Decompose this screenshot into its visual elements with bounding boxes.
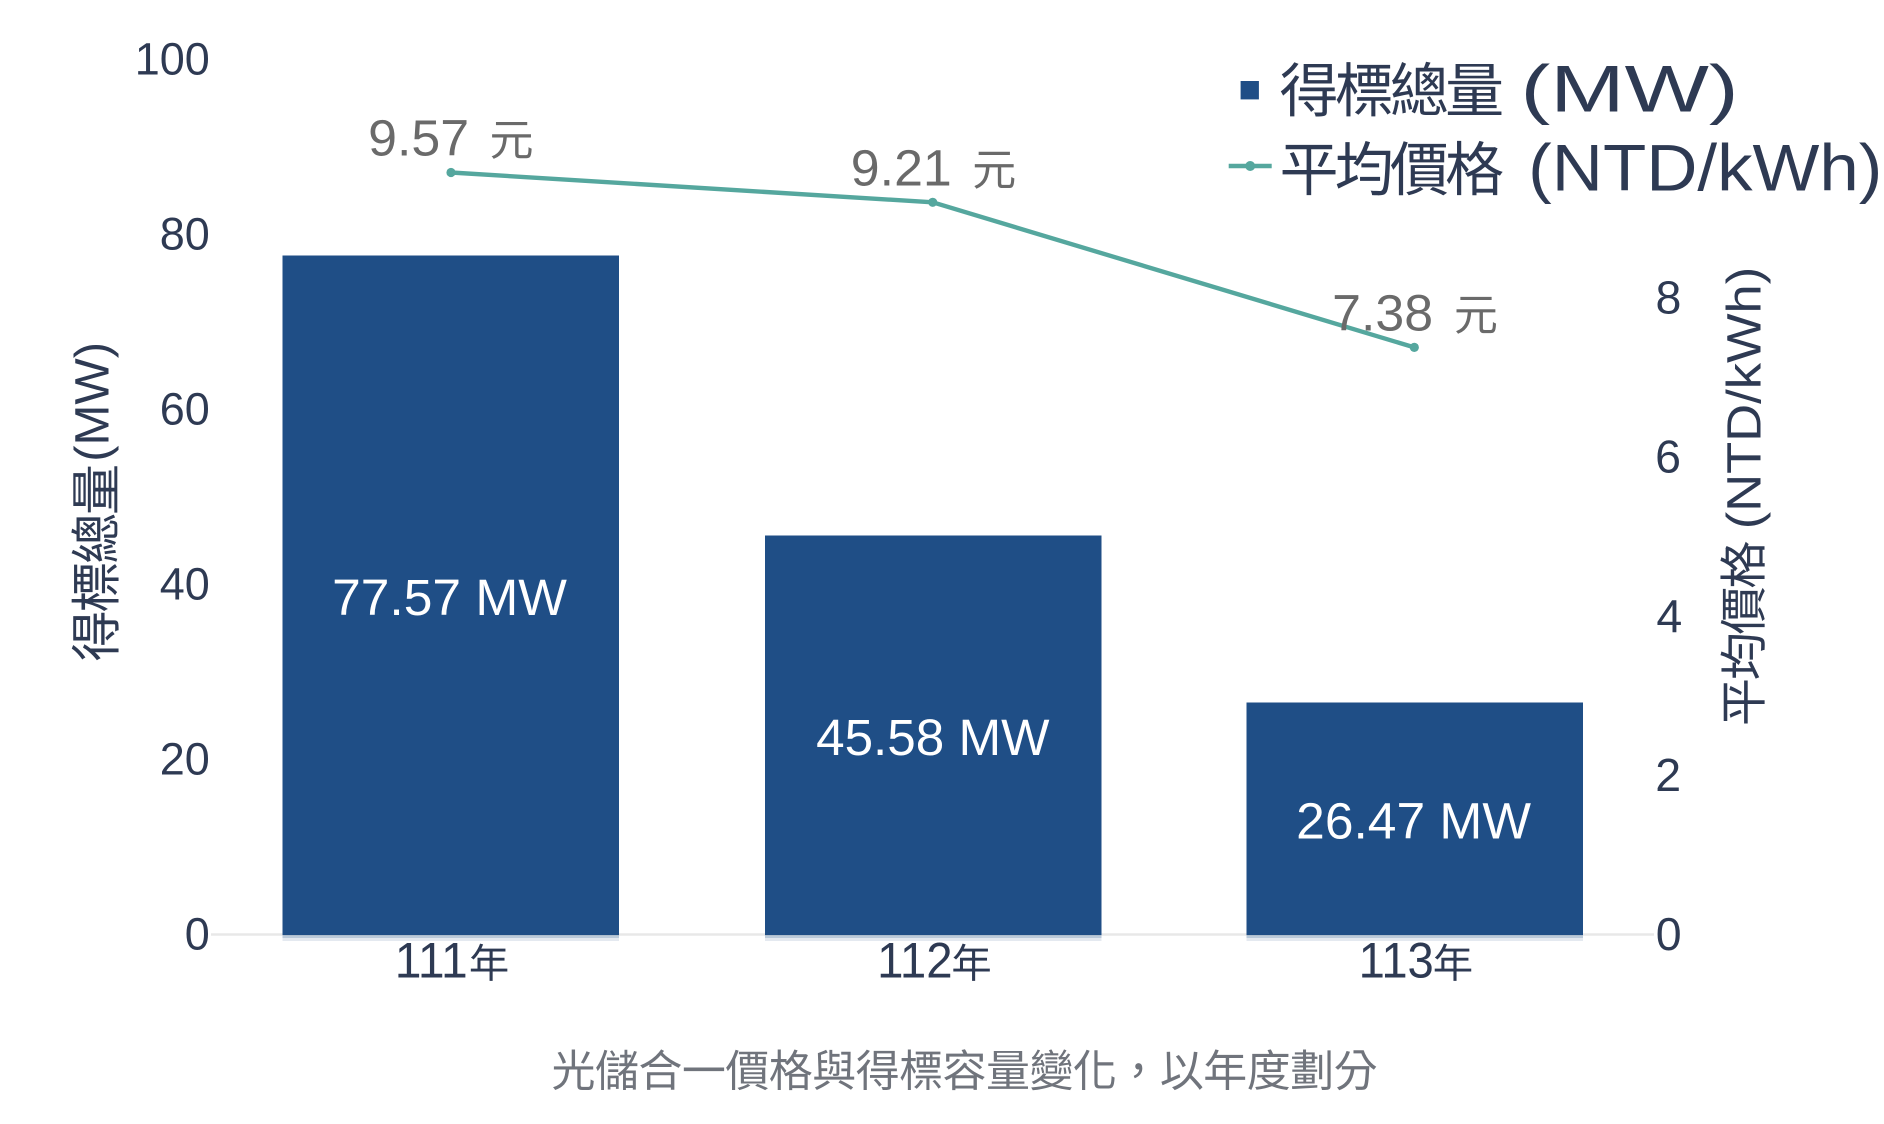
svg-text:26.47 MW: 26.47 MW <box>1296 792 1531 849</box>
svg-text:9.57: 9.57 <box>368 110 469 167</box>
svg-text:2: 2 <box>1655 749 1681 801</box>
svg-text:(NTD/kWh): (NTD/kWh) <box>1528 131 1882 205</box>
svg-text:80: 80 <box>160 209 210 260</box>
svg-text:0: 0 <box>1656 908 1682 960</box>
svg-text:(NTD/kWh): (NTD/kWh) <box>1719 267 1772 530</box>
svg-text:111: 111 <box>395 933 468 989</box>
svg-text:60: 60 <box>160 384 210 435</box>
svg-text:9.21: 9.21 <box>851 139 952 196</box>
svg-text:45.58 MW: 45.58 MW <box>816 709 1049 766</box>
svg-text:113: 113 <box>1359 933 1434 989</box>
svg-text:7.38: 7.38 <box>1332 284 1433 341</box>
svg-text:(MW): (MW) <box>1521 52 1739 126</box>
svg-text:8: 8 <box>1656 272 1682 324</box>
svg-text:77.57 MW: 77.57 MW <box>332 569 567 626</box>
svg-text:0: 0 <box>185 909 210 960</box>
svg-text:(MW): (MW) <box>67 342 120 462</box>
svg-text:4: 4 <box>1656 590 1682 642</box>
svg-text:100: 100 <box>135 34 210 85</box>
svg-text:20: 20 <box>160 734 210 785</box>
svg-text:112: 112 <box>877 933 953 989</box>
svg-text:6: 6 <box>1655 431 1681 483</box>
svg-text:40: 40 <box>160 559 210 610</box>
